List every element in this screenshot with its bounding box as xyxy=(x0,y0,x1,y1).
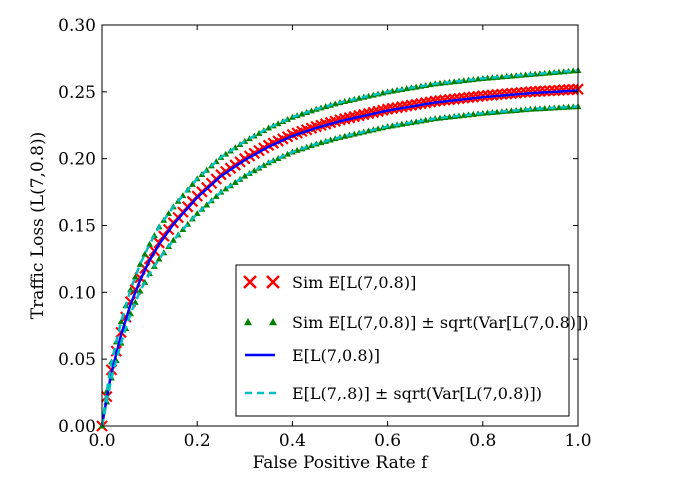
sim-mean-point xyxy=(524,86,537,98)
series-5 xyxy=(100,105,579,427)
sim-band-point xyxy=(450,78,458,85)
sim-band-point xyxy=(136,260,144,267)
y-tick-label: 0.20 xyxy=(58,150,96,170)
sim-band-point xyxy=(498,73,506,80)
sim-band-point xyxy=(308,142,315,149)
sim-band-point xyxy=(274,154,282,161)
sim-band-point xyxy=(255,129,263,136)
x-tick-label: 0.8 xyxy=(469,431,496,451)
expected-band-line xyxy=(100,105,579,427)
x-tick-label: 0.2 xyxy=(184,431,211,451)
sim-mean-point xyxy=(553,84,565,97)
y-tick-label: 0.15 xyxy=(58,217,96,237)
sim-band-point xyxy=(522,71,530,78)
sim-band-point xyxy=(189,180,196,187)
sim-band-point xyxy=(388,122,396,129)
x-axis-title: False Positive Rate f xyxy=(253,453,430,473)
sim-band-point xyxy=(141,250,149,257)
legend-entry: Sim E[L(7,0.8)] ± sqrt(Var[L(7,0.8)]) xyxy=(244,313,589,332)
y-tick-label: 0.25 xyxy=(58,83,96,103)
sim-band-point xyxy=(165,210,173,217)
sim-mean-point xyxy=(567,83,580,96)
legend-x-marker xyxy=(266,275,280,289)
sim-band-point xyxy=(546,69,553,76)
y-axis-title: Traffic Loss (L(7,0.8)) xyxy=(28,132,48,320)
legend-triangle-marker xyxy=(244,318,252,326)
legend-triangle-marker xyxy=(269,318,277,326)
sim-band-point xyxy=(193,210,201,217)
sim-band-point xyxy=(427,81,434,88)
sim-band-point xyxy=(127,310,134,317)
sim-band-point xyxy=(403,85,411,92)
x-tick-label: 0.4 xyxy=(279,431,306,451)
series-layer xyxy=(96,67,584,432)
sim-mean-point xyxy=(529,85,541,98)
legend-label: E[L(7,0.8)] xyxy=(292,346,380,365)
sim-band-point xyxy=(474,75,482,82)
legend-box xyxy=(235,264,570,417)
legend-entry: E[L(7,0.8)] xyxy=(245,346,380,365)
sim-band-point xyxy=(212,192,220,199)
series-4 xyxy=(100,69,579,427)
sim-mean-point xyxy=(557,84,570,96)
sim-band-point xyxy=(265,124,272,131)
sim-band-point xyxy=(569,67,577,74)
series-3 xyxy=(100,89,579,427)
legend-entry: E[L(7,.8)] ± sqrt(Var[L(7,0.8)]) xyxy=(245,384,542,403)
expected-band-line xyxy=(100,69,579,427)
x-tick-label: 1.0 xyxy=(564,431,591,451)
x-tick-label: 0.6 xyxy=(374,431,401,451)
legend-entry: Sim E[L(7,0.8)] xyxy=(243,273,416,292)
x-tick-label: 0.0 xyxy=(88,431,115,451)
sim-band-point xyxy=(170,236,177,243)
sim-mean-point xyxy=(543,84,556,97)
y-tick-label: 0.00 xyxy=(58,417,96,437)
y-tick-label: 0.05 xyxy=(58,350,96,370)
sim-band-point xyxy=(284,150,292,157)
sim-band-point xyxy=(298,110,306,117)
axes-layer: 0.0 0.2 0.4 0.6 0.8 1.0 0.00 0.05 0.10 0.15 0.20 0.… xyxy=(28,16,592,473)
sim-band-point xyxy=(155,255,163,262)
sim-mean-point xyxy=(534,85,546,98)
sim-band-point xyxy=(241,172,249,179)
expected-loss-line xyxy=(100,89,579,427)
sim-mean-point xyxy=(562,83,575,96)
sim-band-point xyxy=(146,240,153,247)
sim-band-point xyxy=(231,179,239,186)
sim-band-point xyxy=(117,318,125,325)
legend-x-marker xyxy=(243,275,257,289)
legend: Sim E[L(7,0.8)] Sim E[L(7,0.8)] ± sqrt(Va… xyxy=(235,264,589,417)
y-tick-label: 0.10 xyxy=(58,283,96,303)
sim-band-point xyxy=(412,118,420,125)
sim-mean-point xyxy=(548,84,560,97)
legend-label: E[L(7,.8)] ± sqrt(Var[L(7,0.8)]) xyxy=(292,384,542,403)
legend-label: Sim E[L(7,0.8)] ± sqrt(Var[L(7,0.8)]) xyxy=(292,313,589,332)
sim-mean-point xyxy=(538,85,551,97)
legend-label: Sim E[L(7,0.8)] xyxy=(292,273,416,292)
sim-band-point xyxy=(203,201,211,208)
y-tick-label: 0.30 xyxy=(58,16,96,36)
sim-band-point xyxy=(127,286,134,293)
sim-band-point xyxy=(222,185,230,192)
sim-band-point xyxy=(131,273,139,280)
